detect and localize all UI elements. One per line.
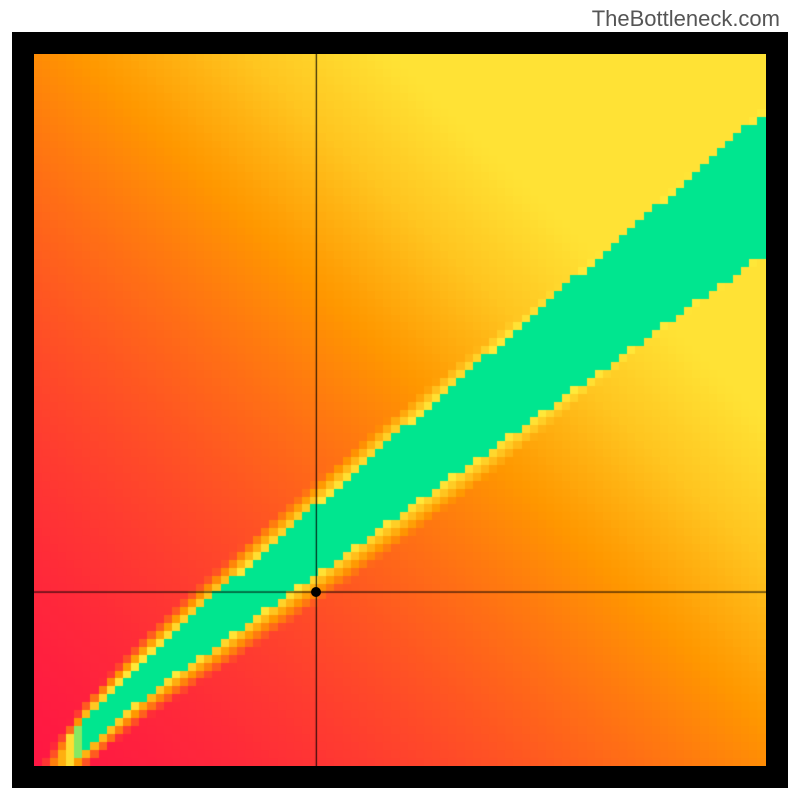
crosshair (34, 54, 766, 766)
frame-bottom (12, 766, 788, 788)
crosshair-marker (311, 587, 321, 597)
frame-right (766, 32, 788, 788)
frame-left (12, 32, 34, 788)
watermark-text: TheBottleneck.com (592, 6, 780, 32)
frame-top (12, 32, 788, 54)
